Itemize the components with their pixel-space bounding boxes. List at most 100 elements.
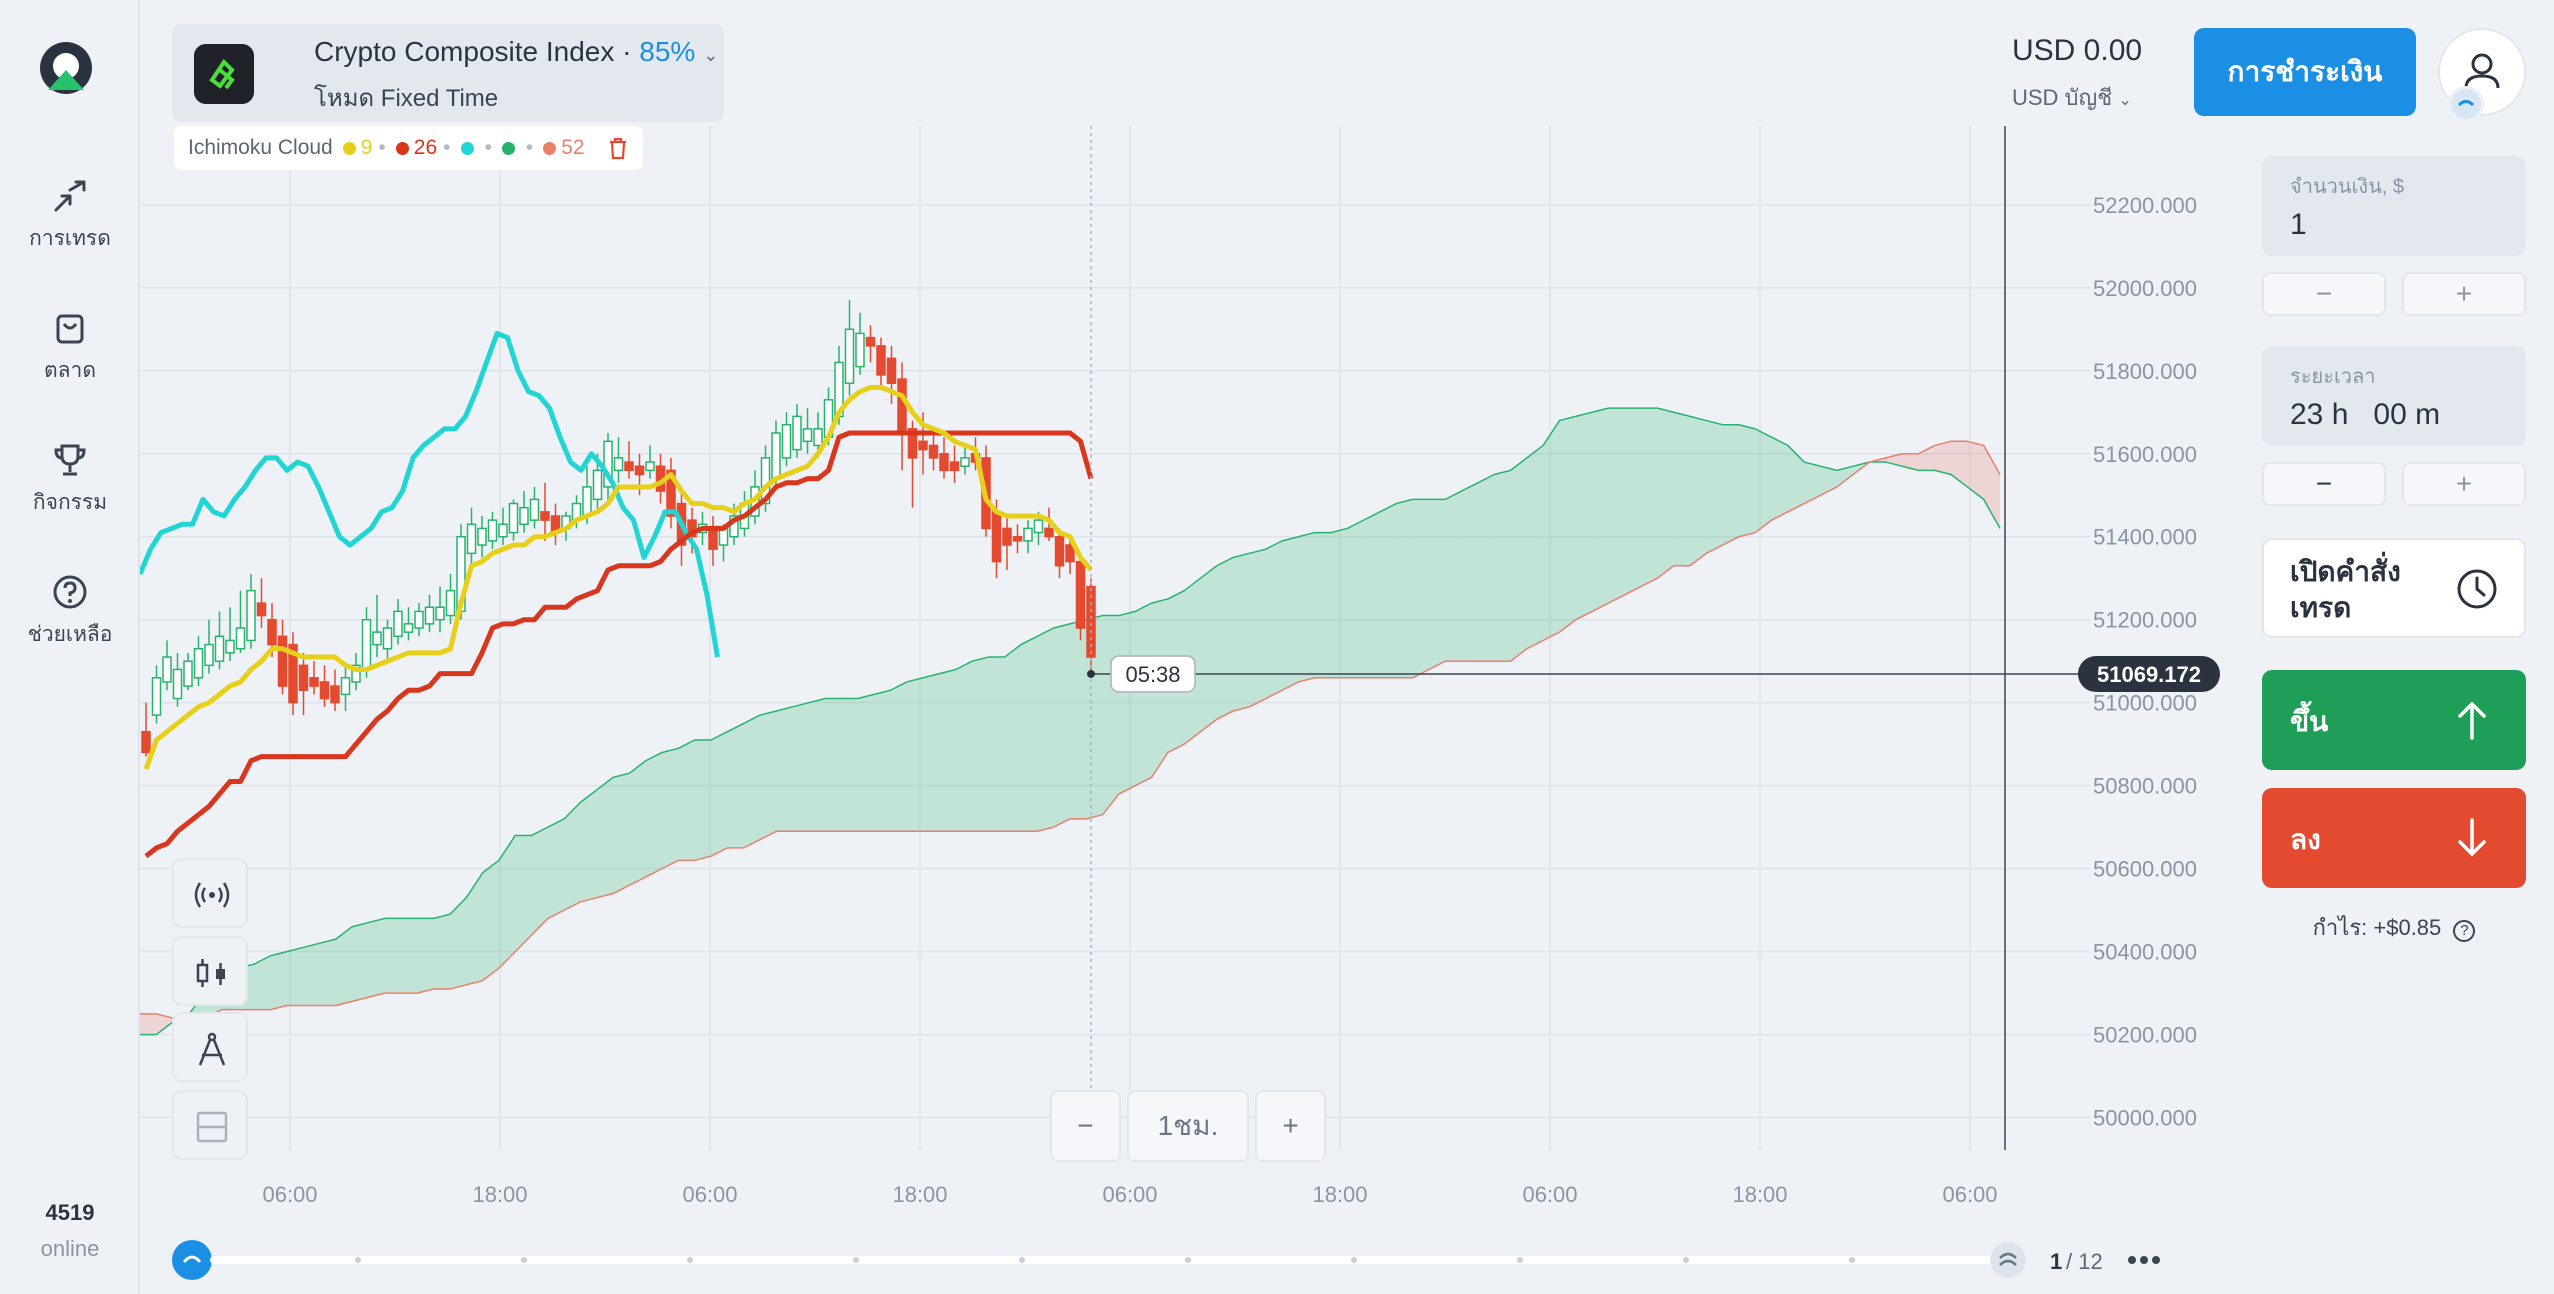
indicator-chip[interactable]: Ichimoku Cloud 9 • 26 • • • 52 <box>174 126 643 170</box>
cloud-segment <box>1592 408 1609 612</box>
timeframe-selector[interactable]: 1ชม. <box>1126 1090 1250 1162</box>
cloud-segment <box>955 661 973 832</box>
cloud-segment <box>498 835 516 969</box>
amount-decrease-button[interactable]: − <box>2262 272 2386 316</box>
profit-label: กำไร: +$0.85 <box>2312 915 2442 940</box>
candle-body <box>288 643 298 704</box>
cloud-segment <box>1053 623 1070 828</box>
candle-body <box>645 461 655 472</box>
cloud-segment <box>1200 565 1217 732</box>
candle-body <box>214 635 225 662</box>
duration-field[interactable]: ระยะเวลา 23 h 00 m <box>2262 346 2526 446</box>
status-badge <box>2448 86 2484 122</box>
candle-body <box>330 685 340 704</box>
up-button[interactable]: ขึ้น <box>2262 670 2526 770</box>
current-price-dot <box>1087 669 1095 678</box>
amount-field[interactable]: จำนวนเงิน, $ 1 <box>2262 156 2526 256</box>
cloud-segment <box>335 926 353 1006</box>
profit-info: กำไร: +$0.85 ? <box>2262 910 2526 945</box>
sidebar-item-market[interactable]: ตลาด <box>0 308 140 387</box>
asset-name: Crypto Composite Index · 85% ⌄ <box>314 36 718 68</box>
candle-body <box>582 486 592 517</box>
split-panel-icon <box>196 1111 228 1143</box>
candle-body <box>886 357 897 384</box>
candle-body <box>424 606 435 625</box>
chikou-line <box>140 330 720 658</box>
separator-dot: • <box>525 136 534 159</box>
account-selector[interactable]: USD บัญชี ⌄ <box>2012 80 2142 115</box>
candle-body <box>151 677 162 716</box>
candle-body <box>445 589 456 617</box>
price-chart[interactable]: 06:00 18:00 06:00 18:00 06:00 18:00 06:00 18:00… <box>140 0 2260 1294</box>
account-balance[interactable]: USD 0.00 USD บัญชี ⌄ <box>2012 34 2142 115</box>
candle-body <box>351 664 361 683</box>
user-avatar[interactable] <box>2438 28 2526 122</box>
cloud-segment <box>711 731 728 857</box>
cloud-segment <box>1314 532 1332 678</box>
separator-dot: • <box>378 136 386 159</box>
help-circle-icon <box>53 575 87 609</box>
online-counter: 4519 online <box>0 1200 140 1262</box>
countdown-box <box>1110 655 1196 693</box>
duration-increase-button[interactable]: + <box>2402 462 2526 506</box>
payment-button[interactable]: การชำระเงิน <box>2194 28 2416 116</box>
candle-body <box>382 627 393 650</box>
down-button[interactable]: ลง <box>2262 788 2526 888</box>
cloud-segment <box>547 818 565 919</box>
brand-logo[interactable] <box>38 40 94 96</box>
online-count: 4519 <box>45 1200 95 1225</box>
candle-body <box>603 440 613 488</box>
asset-selector[interactable]: Crypto Composite Index · 85% ⌄ โหมด Fixed… <box>172 24 724 122</box>
chevron-down-icon: ⌄ <box>703 45 719 65</box>
cloud-segment <box>1510 457 1527 662</box>
sidebar-item-activities[interactable]: กิจกรรม <box>0 440 140 519</box>
trade-arrows-icon <box>54 180 86 212</box>
candle-body <box>918 440 928 451</box>
amount-increase-button[interactable]: + <box>2402 272 2526 316</box>
cloud-segment <box>1575 412 1593 620</box>
indicator-param: 52 <box>561 136 585 159</box>
sidebar-item-trade[interactable]: การเทรด <box>0 176 140 255</box>
history-timeline[interactable]: 1 / 12 <box>172 1240 2162 1280</box>
open-order-label: เปิดคำสั่งเทรด <box>2290 556 2401 623</box>
candle-body <box>498 523 508 538</box>
candle-body <box>1012 535 1023 542</box>
zoom-out-button[interactable]: − <box>1050 1090 1121 1162</box>
trash-icon[interactable] <box>607 136 629 160</box>
signals-button[interactable] <box>172 858 248 928</box>
candle-body <box>1075 560 1086 629</box>
cloud-segment <box>1902 453 1919 471</box>
candle-body <box>487 519 498 542</box>
cloud-segment <box>1559 416 1576 633</box>
chart-area[interactable]: 06:00 18:00 06:00 18:00 06:00 18:00 06:00 18:00… <box>140 0 2260 1294</box>
open-order-button[interactable]: เปิดคำสั่งเทรด <box>2262 538 2526 638</box>
timeline-start-marker[interactable] <box>172 1240 212 1280</box>
zoom-in-button[interactable]: + <box>1255 1090 1326 1162</box>
cloud-segment <box>1820 466 1837 496</box>
candle-body <box>855 332 865 368</box>
duration-value[interactable]: 23 h 00 m <box>2290 398 2441 431</box>
more-options-icon[interactable] <box>2128 1256 2160 1264</box>
candle-body <box>393 610 403 638</box>
candle-body <box>340 677 351 696</box>
cloud-segment <box>808 698 826 832</box>
candle-body <box>141 730 151 754</box>
amount-value[interactable]: 1 <box>2290 208 2307 241</box>
duration-label: ระยะเวลา <box>2290 366 2376 388</box>
candle-body <box>844 328 855 384</box>
candle-body <box>246 589 256 642</box>
duration-decrease-button[interactable]: − <box>2262 462 2386 506</box>
cloud-segment <box>1233 553 1250 711</box>
y-tick-label: 50000.000 <box>2093 1106 2197 1131</box>
chart-type-button[interactable] <box>172 936 248 1006</box>
candle-body <box>624 461 634 472</box>
question-icon[interactable]: ? <box>2453 920 2476 942</box>
cloud-segment <box>531 827 548 936</box>
cloud-segment <box>776 706 793 832</box>
y-tick-label: 52000.000 <box>2093 276 2197 301</box>
cloud-segment <box>1526 445 1544 649</box>
sidebar-item-help[interactable]: ช่วยเหลือ <box>0 572 140 651</box>
cloud-segment <box>417 918 434 994</box>
drawing-tools-button[interactable] <box>172 1012 248 1082</box>
layout-button[interactable] <box>172 1090 248 1160</box>
